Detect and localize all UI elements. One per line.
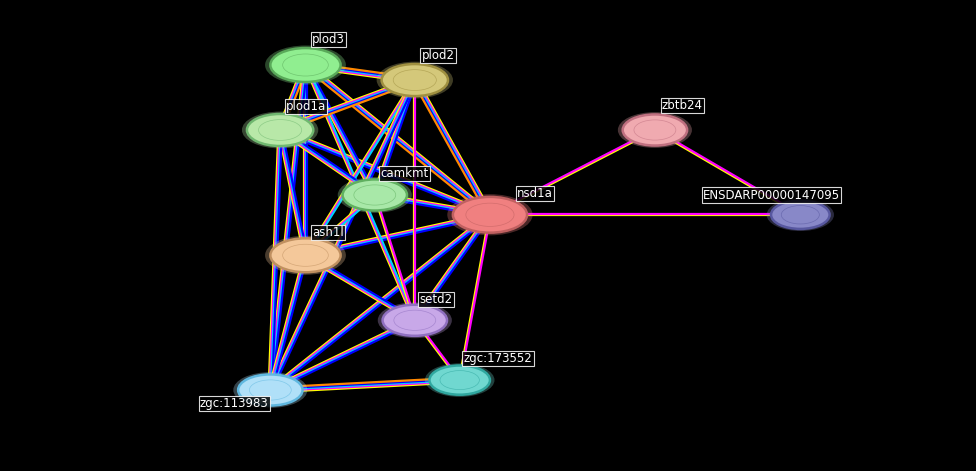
Circle shape	[270, 238, 341, 272]
Circle shape	[623, 114, 687, 146]
Circle shape	[265, 236, 346, 275]
Text: nsd1a: nsd1a	[517, 187, 553, 200]
Circle shape	[781, 205, 820, 224]
Text: plod3: plod3	[312, 32, 346, 46]
Circle shape	[242, 112, 318, 148]
Circle shape	[447, 194, 533, 236]
Circle shape	[383, 305, 447, 336]
Circle shape	[382, 64, 448, 96]
Circle shape	[378, 302, 452, 338]
Text: setd2: setd2	[420, 293, 453, 306]
Text: camkmt: camkmt	[381, 167, 428, 180]
Circle shape	[343, 179, 407, 211]
Circle shape	[238, 374, 303, 406]
Circle shape	[618, 112, 692, 148]
Circle shape	[270, 48, 341, 82]
Text: ash1l: ash1l	[312, 226, 345, 239]
Text: zgc:113983: zgc:113983	[200, 397, 268, 410]
Circle shape	[767, 198, 834, 231]
Circle shape	[453, 197, 527, 233]
Text: zgc:173552: zgc:173552	[464, 352, 532, 365]
Circle shape	[394, 310, 435, 330]
Circle shape	[377, 62, 453, 98]
Circle shape	[233, 372, 307, 408]
Circle shape	[429, 365, 490, 395]
Circle shape	[265, 46, 346, 84]
Circle shape	[259, 120, 302, 140]
Circle shape	[247, 114, 313, 146]
Circle shape	[771, 201, 830, 229]
Circle shape	[440, 371, 479, 390]
Text: zbtb24: zbtb24	[662, 99, 703, 112]
Text: plod1a: plod1a	[286, 100, 326, 113]
Circle shape	[283, 244, 328, 266]
Circle shape	[338, 177, 412, 213]
Circle shape	[634, 120, 675, 140]
Circle shape	[354, 185, 395, 205]
Circle shape	[250, 380, 291, 400]
Circle shape	[425, 363, 495, 397]
Circle shape	[466, 203, 514, 227]
Text: plod2: plod2	[422, 49, 455, 62]
Text: ENSDARP00000147095: ENSDARP00000147095	[703, 188, 839, 202]
Circle shape	[283, 54, 328, 76]
Circle shape	[393, 70, 436, 90]
